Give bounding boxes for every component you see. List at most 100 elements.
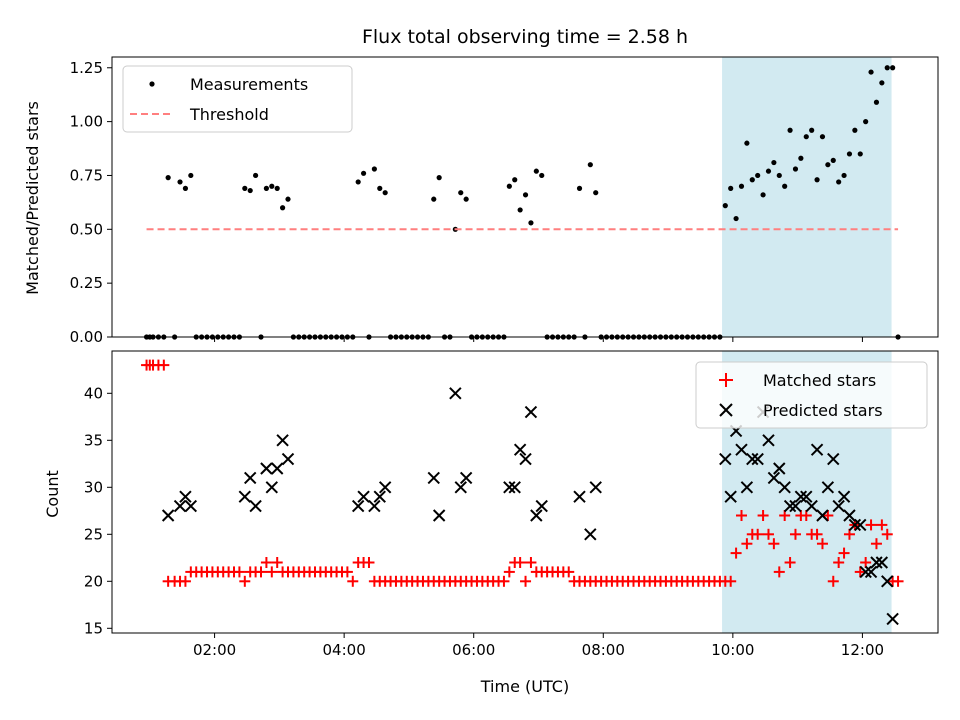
predicted-stars-point [573, 490, 586, 503]
predicted-stars-point [432, 509, 446, 522]
predicted-stars-point [357, 490, 370, 503]
measurement-point [587, 162, 593, 168]
x-tick-label: 12:00 [841, 641, 884, 659]
matched-stars-point [233, 566, 245, 578]
predicted-stars-point [184, 499, 198, 513]
measurement-point [371, 166, 377, 172]
measurement-point [593, 190, 599, 196]
measurement-point [819, 134, 826, 140]
predicted-stars-point [870, 556, 883, 569]
predicted-stars-point [427, 471, 440, 485]
top-axes-ticks: 0.00 0.25 0.50 0.75 1.00 1.25 [70, 59, 863, 346]
predicted-stars-point [827, 452, 840, 466]
matched-stars-point [498, 575, 510, 587]
predicted-stars-point [281, 452, 295, 466]
top-y-tick-label: 0.00 [70, 328, 103, 346]
predicted-stars-point [864, 565, 878, 579]
measurement-point [782, 183, 788, 189]
top-shaded-interval [722, 57, 892, 337]
predicted-stars-point [783, 499, 797, 513]
legend-predicted-label: Predicted stars [763, 401, 883, 420]
matched-stars-point [503, 566, 515, 578]
predicted-stars-point [530, 509, 543, 522]
measurement-point [787, 127, 793, 133]
measurement-point [760, 192, 766, 198]
measurement-point [765, 168, 772, 174]
predicted-stars-point [249, 499, 262, 513]
measurement-point [182, 185, 189, 191]
measurement-point [431, 196, 437, 202]
measurement-point [744, 140, 750, 146]
measurement-point [830, 157, 836, 163]
matched-stars-point [784, 557, 796, 568]
matched-stars-point [876, 519, 888, 531]
predicted-stars-point [762, 434, 775, 447]
matched-stars-point [762, 528, 774, 540]
measurement-point [355, 179, 361, 185]
top-y-tick-label: 1.25 [70, 59, 103, 77]
predicted-stars-point [843, 509, 856, 522]
x-axis-label: Time (UTC) [480, 677, 569, 696]
predicted-stars-point [751, 452, 764, 466]
measurement-point [274, 185, 280, 191]
measurement-point [890, 65, 896, 71]
measurement-point [771, 159, 777, 166]
top-y-axis-label: Matched/Predicted stars [23, 101, 42, 295]
predicted-stars-point [789, 499, 802, 513]
bottom-y-axis-label: Count [43, 470, 62, 518]
measurement-point [436, 175, 442, 181]
x-tick-label: 08:00 [582, 641, 625, 659]
matched-stars-point [800, 510, 812, 521]
predicted-stars-point [173, 499, 187, 513]
top-y-tick-label: 0.50 [70, 220, 103, 238]
predicted-stars-point [243, 471, 257, 485]
matched-stars-point [520, 575, 532, 587]
measurement-point [269, 183, 275, 189]
top-y-tick-label: 0.25 [70, 274, 103, 292]
measurement-point [857, 151, 863, 157]
measurement-point [512, 177, 518, 183]
measurement-point [253, 172, 259, 179]
x-tick-label: 10:00 [711, 641, 754, 659]
top-shaded-region [722, 57, 892, 337]
predicted-stars-point [161, 509, 175, 522]
top-legend: Measurements Threshold [122, 65, 353, 133]
measurement-point [728, 185, 734, 191]
predicted-stars-point [535, 499, 548, 513]
measurement-point [868, 69, 874, 75]
matched-stars-point [179, 575, 191, 587]
predicted-stars-point [508, 481, 521, 494]
matched-stars-point [816, 538, 828, 550]
matched-stars-point [725, 575, 737, 587]
predicted-stars-point [816, 509, 829, 522]
measurement-point [165, 175, 171, 181]
predicted-stars-point [276, 434, 289, 447]
measurement-point [814, 177, 820, 183]
matched-stars-point [892, 575, 904, 587]
matched-stars-point [768, 538, 780, 550]
predicted-stars-point [368, 499, 381, 513]
measurement-point [279, 205, 286, 211]
matched-stars-point [563, 566, 575, 578]
predicted-stars-point [740, 481, 754, 494]
measurement-point [522, 192, 529, 198]
bottom-y-tick-label: 15 [84, 619, 103, 637]
top-legend-box [122, 65, 353, 133]
matched-stars-point [341, 566, 353, 578]
matched-stars-point [833, 557, 845, 568]
measurement-point [576, 185, 583, 191]
bottom-panel: 02:00 04:00 06:00 08:00 10:00 12:00 15 20 25 30 35… [43, 350, 939, 696]
matched-stars-point [158, 359, 170, 371]
matched-stars-point [843, 528, 855, 540]
matched-stars-point [514, 557, 526, 568]
predicted-stars-point [260, 462, 273, 475]
matched-stars-point [757, 510, 769, 521]
chart-title: Flux total observing time = 2.58 h [362, 26, 688, 48]
bottom-y-tick-label: 30 [84, 478, 103, 496]
top-panel: 0.00 0.25 0.50 0.75 1.00 1.25 Matched/Predict… [23, 56, 939, 346]
predicted-stars-point [513, 443, 527, 456]
bottom-axes-frame [111, 350, 939, 634]
measurement-point [382, 190, 388, 196]
matched-stars-point [239, 575, 251, 587]
legend-threshold-label: Threshold [189, 105, 269, 124]
